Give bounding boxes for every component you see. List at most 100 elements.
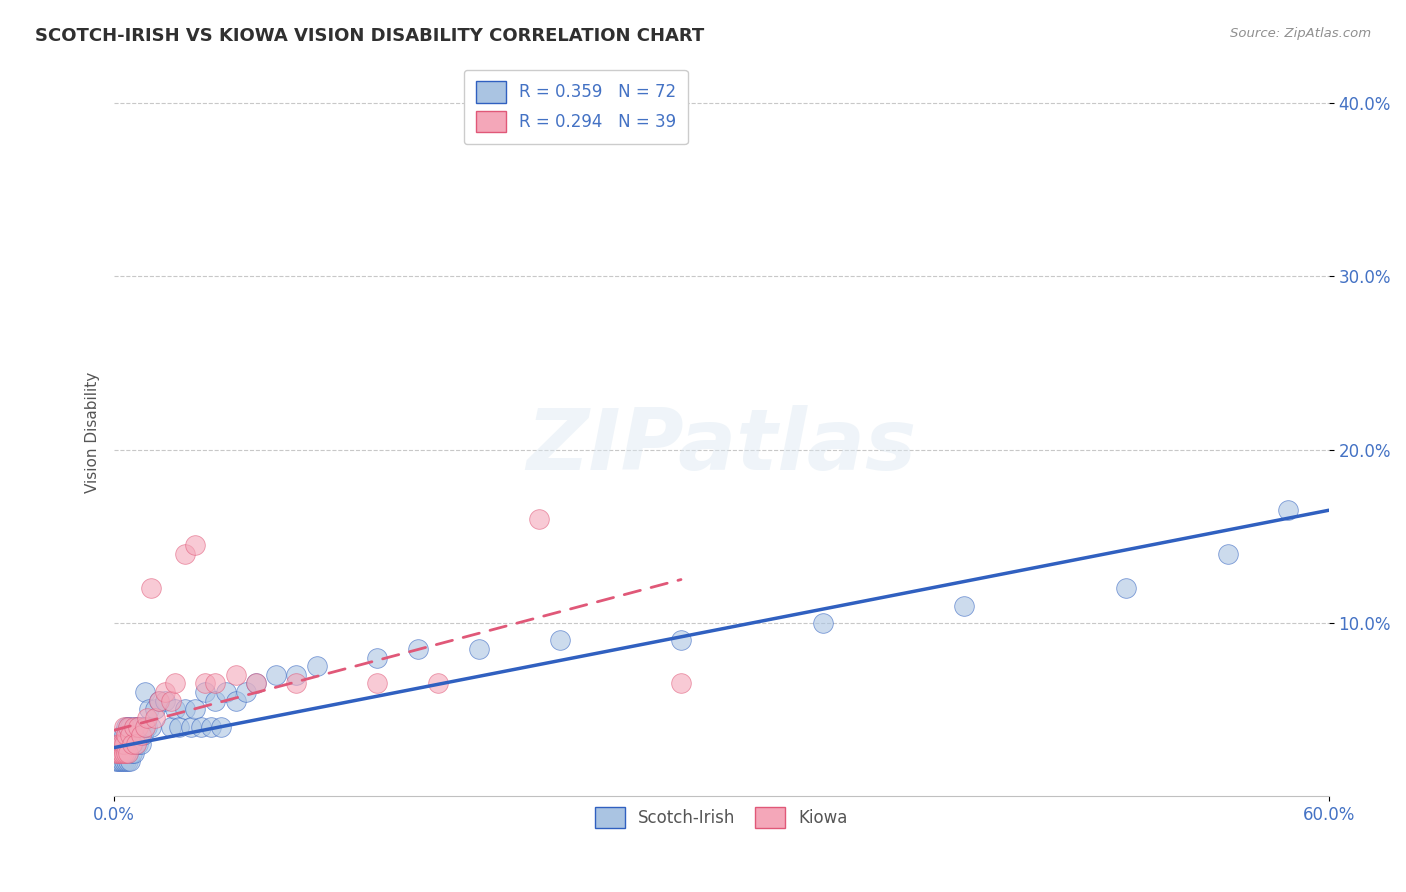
Point [143,711,166,725]
Text: Source: ZipAtlas.com: Source: ZipAtlas.com [1230,27,1371,40]
Point [117,720,139,734]
Point [134,720,156,734]
Point [120,755,142,769]
Point [163,702,186,716]
Point [115,737,138,751]
Point [120,720,142,734]
Point [129,737,152,751]
Point [115,720,138,734]
Point [107,746,129,760]
Point [427,676,450,690]
Point [112,737,135,751]
Point [134,685,156,699]
Point [285,668,308,682]
Point [143,702,166,716]
Point [117,755,139,769]
Point [111,746,134,760]
Point [139,720,162,734]
Point [117,720,139,734]
Point [112,737,135,751]
Point [811,615,834,630]
Point [139,581,162,595]
Point [117,746,139,760]
Point [115,746,138,760]
Point [1115,581,1137,595]
Text: SCOTCH-IRISH VS KIOWA VISION DISABILITY CORRELATION CHART: SCOTCH-IRISH VS KIOWA VISION DISABILITY … [35,27,704,45]
Point [467,641,489,656]
Point [548,633,571,648]
Point [105,755,128,769]
Point [112,746,135,760]
Point [125,737,148,751]
Legend: Scotch-Irish, Kiowa: Scotch-Irish, Kiowa [588,800,855,835]
Point [124,729,146,743]
Point [125,737,148,751]
Point [107,737,129,751]
Point [129,720,152,734]
Point [110,746,132,760]
Point [120,729,142,743]
Point [167,720,190,734]
Point [669,676,692,690]
Point [211,720,233,734]
Point [204,676,226,690]
Point [121,729,143,743]
Point [529,512,551,526]
Point [107,746,129,760]
Point [200,720,222,734]
Point [174,547,197,561]
Point [669,633,692,648]
Point [107,755,129,769]
Point [111,737,134,751]
Point [112,720,135,734]
Point [125,720,148,734]
Point [124,720,146,734]
Point [127,720,149,734]
Point [110,737,132,751]
Point [110,746,132,760]
Point [105,746,128,760]
Point [163,676,186,690]
Point [110,737,132,751]
Point [180,720,202,734]
Point [305,659,328,673]
Point [112,755,135,769]
Point [235,685,257,699]
Point [112,746,135,760]
Point [115,746,138,760]
Point [148,694,170,708]
Point [184,538,207,552]
Point [366,650,388,665]
Point [135,711,157,725]
Point [225,668,247,682]
Point [153,694,176,708]
Point [117,746,139,760]
Point [115,729,138,743]
Point [127,720,149,734]
Point [225,694,247,708]
Point [953,599,976,613]
Point [366,676,388,690]
Point [285,676,308,690]
Text: ZIPatlas: ZIPatlas [526,405,917,488]
Point [121,737,143,751]
Point [245,676,267,690]
Point [184,702,207,716]
Point [111,746,134,760]
Y-axis label: Vision Disability: Vision Disability [86,372,100,493]
Point [110,755,132,769]
Point [112,729,135,743]
Point [194,685,217,699]
Point [129,729,152,743]
Point [245,676,267,690]
Point [127,737,149,751]
Point [134,720,156,734]
Point [160,720,183,734]
Point [111,737,134,751]
Point [264,668,287,682]
Point [194,676,217,690]
Point [120,737,142,751]
Point [153,685,176,699]
Point [148,694,170,708]
Point [138,702,160,716]
